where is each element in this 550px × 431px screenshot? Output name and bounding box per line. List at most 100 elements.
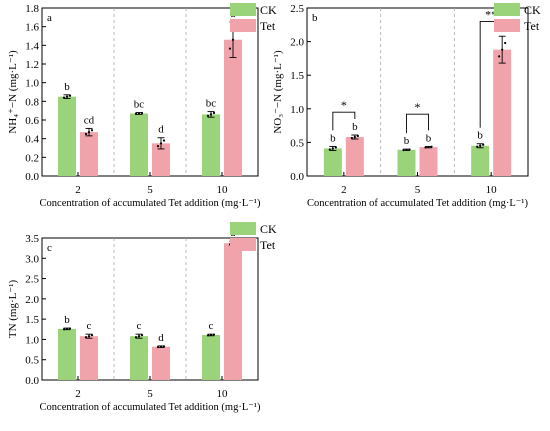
bar-tet [345, 137, 364, 176]
chart-panel-b: 0.0 0.5 1.0 1.5 2.0 2.5 2 5 10 Concentration of a… [272, 3, 529, 209]
y-tick-label: 2.5 [25, 274, 39, 286]
data-point [68, 327, 72, 330]
significance-letter: c [137, 320, 142, 332]
data-point [476, 145, 479, 148]
legend-swatch-ck [230, 3, 256, 16]
bar-ck [130, 336, 148, 380]
significance-bracket [332, 111, 356, 131]
data-point [353, 135, 356, 139]
panel-label: b [312, 12, 318, 24]
legend-swatch-tet [494, 19, 520, 32]
panel-label: c [47, 242, 52, 254]
bar-tet [493, 49, 512, 176]
x-tick-label: 5 [147, 388, 153, 400]
bar-tet [224, 243, 242, 380]
y-tick-label: 0.5 [25, 355, 39, 367]
legend-label-tet: Tet [260, 19, 276, 33]
bar-tet [80, 336, 98, 380]
y-tick-label: 0.8 [25, 96, 39, 108]
significance-letter: b [330, 132, 336, 144]
y-tick-label: 1.6 [25, 22, 39, 34]
y-tick-label: 1.4 [25, 40, 39, 52]
significance-letter: b [426, 132, 432, 144]
x-tick-label: 2 [341, 184, 347, 196]
data-point [479, 144, 482, 147]
legend-swatch-ck [494, 3, 520, 16]
data-point [212, 111, 216, 115]
data-point [209, 333, 213, 337]
data-point [402, 149, 405, 152]
y-tick-label: 0.0 [25, 171, 39, 183]
x-tick-label: 2 [75, 388, 81, 400]
data-point [331, 147, 334, 150]
y-tick-label: 2.5 [290, 3, 304, 15]
significance-letter: bc [134, 99, 145, 111]
significance-bracket [406, 113, 429, 134]
legend-label-tet: Tet [524, 19, 540, 33]
data-point [134, 112, 138, 116]
bar-tet [419, 147, 438, 176]
data-point [504, 41, 507, 45]
data-point [356, 134, 359, 138]
y-tick-label: 0.6 [25, 115, 39, 127]
y-axis-label: TN (mg·L⁻¹) [7, 280, 19, 339]
data-point [209, 113, 213, 116]
y-axis-label: NH₄⁺−N (mg·L⁻¹) [7, 50, 19, 134]
y-tick-label: 1.2 [25, 59, 39, 71]
legend-label-ck: CK [524, 3, 541, 17]
data-point [498, 55, 501, 58]
data-point [159, 142, 163, 145]
data-point [84, 132, 88, 136]
x-axis-label: Concentration of accumulated Tet additio… [307, 198, 528, 209]
y-tick-label: 1.5 [25, 314, 39, 326]
significance-letter: d [158, 124, 164, 136]
significance-letter: d [158, 332, 164, 344]
y-tick-label: 0.0 [25, 375, 39, 387]
x-tick-label: 10 [217, 388, 229, 400]
significance-letter: cd [84, 114, 95, 126]
legend-label-ck: CK [260, 222, 277, 236]
legend-swatch-tet [230, 238, 256, 251]
data-point [62, 328, 66, 331]
data-point [424, 146, 427, 149]
y-tick-label: 2.0 [25, 294, 39, 306]
significance-letter: c [87, 320, 92, 332]
x-tick-label: 5 [147, 184, 153, 196]
bar-tet [152, 143, 170, 176]
bar-ck [58, 96, 76, 176]
y-tick-label: 0.5 [290, 137, 304, 149]
legend-label-ck: CK [260, 3, 277, 17]
data-point [137, 335, 141, 338]
data-point [212, 333, 216, 336]
data-point [162, 139, 166, 142]
significance-letter: b [404, 135, 410, 147]
panel-label: a [47, 12, 52, 24]
bar-ck [202, 334, 220, 380]
bar-ck [471, 145, 490, 176]
data-point [137, 112, 141, 115]
data-point [231, 38, 235, 41]
data-point [140, 334, 144, 337]
y-tick-label: 1.5 [290, 70, 304, 82]
legend-swatch-tet [230, 19, 256, 32]
bar-tet [80, 132, 98, 176]
data-point [90, 129, 94, 132]
bar-tet [224, 39, 242, 176]
x-tick-label: 10 [217, 184, 229, 196]
y-tick-label: 0.4 [25, 134, 39, 146]
data-point [206, 114, 210, 117]
data-point [140, 111, 144, 115]
data-point [334, 146, 337, 149]
significance-letter: c [209, 320, 214, 332]
significance-star: * [341, 98, 347, 112]
legend: CK Tet [230, 3, 277, 33]
data-point [68, 94, 72, 97]
data-point [206, 334, 210, 337]
significance-star: * [415, 100, 421, 114]
y-tick-label: 2.0 [290, 37, 304, 49]
y-tick-label: 1.0 [25, 78, 39, 90]
data-point [328, 148, 331, 151]
significance-letter: b [477, 130, 483, 142]
data-point [62, 96, 66, 99]
